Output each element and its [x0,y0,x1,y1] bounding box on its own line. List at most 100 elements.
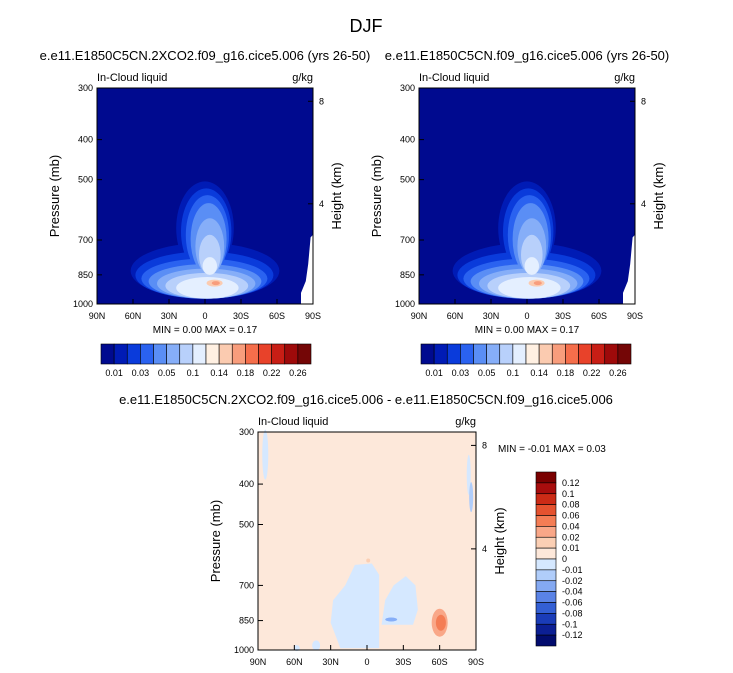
panel-title: e.e11.E1850C5CN.2XCO2.f09_g16.cice5.006 … [119,392,613,407]
stats-label: MIN = 0.00 MAX = 0.17 [153,325,258,336]
y-tick-label: 700 [78,235,93,245]
x-tick-label: 30N [322,657,339,667]
panel-3: e.e11.E1850C5CN.2XCO2.f09_g16.cice5.006 … [119,392,613,667]
contour-field [97,88,313,304]
panel-1: e.e11.E1850C5CN.2XCO2.f09_g16.cice5.006 … [40,48,371,378]
x-tick-label: 90S [627,311,643,321]
colorbar-swatch [535,558,557,571]
colorbar-swatch [604,343,619,365]
field-label: In-Cloud liquid [97,72,167,84]
field-label: In-Cloud liquid [258,416,328,428]
contour-peak-core [533,281,542,286]
colorbar-label: 0.1 [507,368,520,378]
positive-max-core [435,614,446,631]
colorbar-label: 0.04 [562,521,580,531]
colorbar-label: 0.22 [583,368,601,378]
colorbar-swatch [231,343,246,365]
missing-data [301,234,313,304]
negative-region [469,482,474,513]
colorbar-swatch [535,580,557,592]
colorbar-swatch [192,343,207,365]
y-tick-label: 700 [400,235,415,245]
contour-field [258,429,476,652]
colorbar-label: -0.1 [562,619,578,629]
colorbar-swatch [153,343,167,365]
colorbar-swatch [525,343,540,365]
colorbar-swatch [578,343,592,365]
colorbar-label: -0.08 [562,608,583,618]
colorbar-label: 0.26 [609,368,627,378]
colorbar-swatch [565,343,579,365]
colorbar-label: 0.26 [289,368,307,378]
colorbar-label: -0.04 [562,587,583,597]
negative-core [385,617,398,622]
colorbar-label: 0.08 [562,500,580,510]
colorbar-swatch [535,634,557,647]
x-tick-label: 90N [411,311,428,321]
colorbar-swatch [205,343,220,365]
colorbar-label: 0.05 [158,368,176,378]
x-tick-label: 30S [555,311,571,321]
colorbar-swatch [535,482,557,495]
colorbar-swatch [218,343,233,365]
colorbar-swatch [446,343,461,365]
negative-region [466,454,471,495]
colorbar-label: 0.18 [557,368,575,378]
x-tick-label: 60N [286,657,303,667]
colorbar-label: 0.18 [237,368,255,378]
units-label: g/kg [455,416,476,428]
y-tick-label: 1000 [73,299,93,309]
negative-region [381,576,418,625]
colorbar-swatch [113,343,128,365]
colorbar-swatch [179,343,194,365]
x-tick-label: 90S [305,311,321,321]
x-tick-label: 0 [202,311,207,321]
y-tick-label: 500 [239,519,254,529]
y-tick-label: 1000 [234,645,254,655]
x-tick-label: 60S [591,311,607,321]
panel-2: e.e11.E1850C5CN.f09_g16.cice5.006 (yrs 2… [369,48,669,378]
x-tick-label: 60S [432,657,448,667]
colorbar-swatch [535,504,557,516]
colorbar-label: 0.02 [562,532,580,542]
colorbar-label: -0.02 [562,576,583,586]
colorbar-swatch [473,343,487,365]
y-tick-label: 1000 [395,299,415,309]
negative-region [312,640,321,651]
colorbar-swatch [512,343,527,365]
colorbar-swatch [591,343,606,365]
y-axis-title: Pressure (mb) [47,155,62,237]
colorbar-label: 0.1 [187,368,200,378]
y-tick-label: 300 [78,83,93,93]
y-right-tick-label: 8 [319,96,324,106]
colorbar-swatch [535,591,557,603]
y-axis-title: Pressure (mb) [369,155,384,237]
y-tick-label: 400 [78,135,93,145]
x-tick-label: 0 [524,311,529,321]
colorbar-swatch [551,343,566,365]
colorbar-swatch [140,343,154,365]
colorbar-label: 0.05 [478,368,496,378]
colorbar-swatch [617,343,632,365]
colorbar-label: 0.22 [263,368,281,378]
units-label: g/kg [292,72,313,84]
x-tick-label: 60S [269,311,285,321]
x-tick-label: 90N [89,311,106,321]
y-right-tick-label: 4 [482,544,487,554]
x-tick-label: 60N [447,311,464,321]
contour-layer-stem [524,257,539,275]
y-tick-label: 850 [239,616,254,626]
colorbar-swatch [535,471,557,484]
missing-data [623,234,635,304]
y-tick-label: 850 [400,270,415,280]
y-tick-label: 300 [400,83,415,93]
colorbar-swatch [535,613,557,625]
colorbar-swatch [284,343,299,365]
negative-region [330,563,380,649]
colorbar-swatch [538,343,553,365]
colorbar-swatch [535,569,557,582]
contour-peak-core [211,281,220,286]
x-tick-label: 30S [233,311,249,321]
stats-label: MIN = -0.01 MAX = 0.03 [498,444,606,455]
